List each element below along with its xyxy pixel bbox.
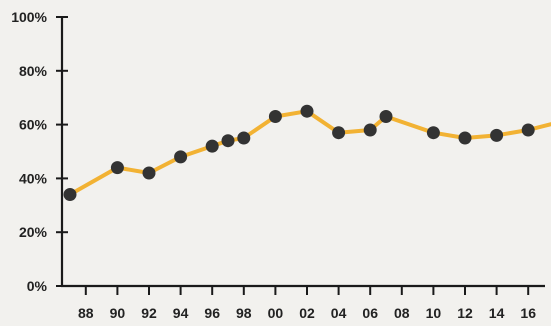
y-tick-label: 100% (11, 9, 47, 25)
series-layer (63, 104, 551, 201)
y-tick-label: 0% (27, 278, 48, 294)
y-tick-label: 40% (19, 170, 48, 186)
data-point (490, 128, 504, 142)
data-point (110, 161, 124, 175)
data-point (363, 123, 377, 137)
data-point (458, 131, 472, 145)
x-tick-label: 10 (426, 305, 442, 321)
data-point (205, 139, 219, 153)
x-tick-label: 02 (299, 305, 315, 321)
data-point (521, 123, 535, 137)
series-line (68, 109, 551, 197)
data-point (300, 104, 314, 118)
data-point (426, 126, 440, 140)
data-point (379, 110, 393, 123)
data-point (142, 166, 156, 180)
x-tick-label: 90 (110, 305, 126, 321)
data-point (221, 134, 235, 148)
data-point (268, 110, 282, 123)
x-tick-label: 98 (236, 305, 252, 321)
x-tick-label: 14 (489, 305, 505, 321)
x-tick-label: 94 (173, 305, 189, 321)
x-tick-label: 92 (141, 305, 157, 321)
data-point (63, 188, 77, 201)
data-point (332, 126, 346, 140)
x-tick-label: 08 (394, 305, 410, 321)
y-tick-label: 20% (19, 224, 48, 240)
x-tick-label: 96 (204, 305, 220, 321)
axes-layer: 0% 20% 40% 60% 80% 100% 88 90 92 94 96 98 00 02 04 06 08… (11, 9, 545, 321)
data-point (237, 131, 251, 145)
x-tick-label: 00 (268, 305, 284, 321)
x-tick-label: 12 (457, 305, 473, 321)
y-tick-label: 60% (19, 117, 48, 133)
y-tick-label: 80% (19, 63, 48, 79)
x-tick-label: 04 (331, 305, 347, 321)
x-tick-label: 06 (362, 305, 378, 321)
data-point (174, 150, 188, 164)
x-tick-label: 88 (78, 305, 94, 321)
x-tick-label: 16 (520, 305, 536, 321)
